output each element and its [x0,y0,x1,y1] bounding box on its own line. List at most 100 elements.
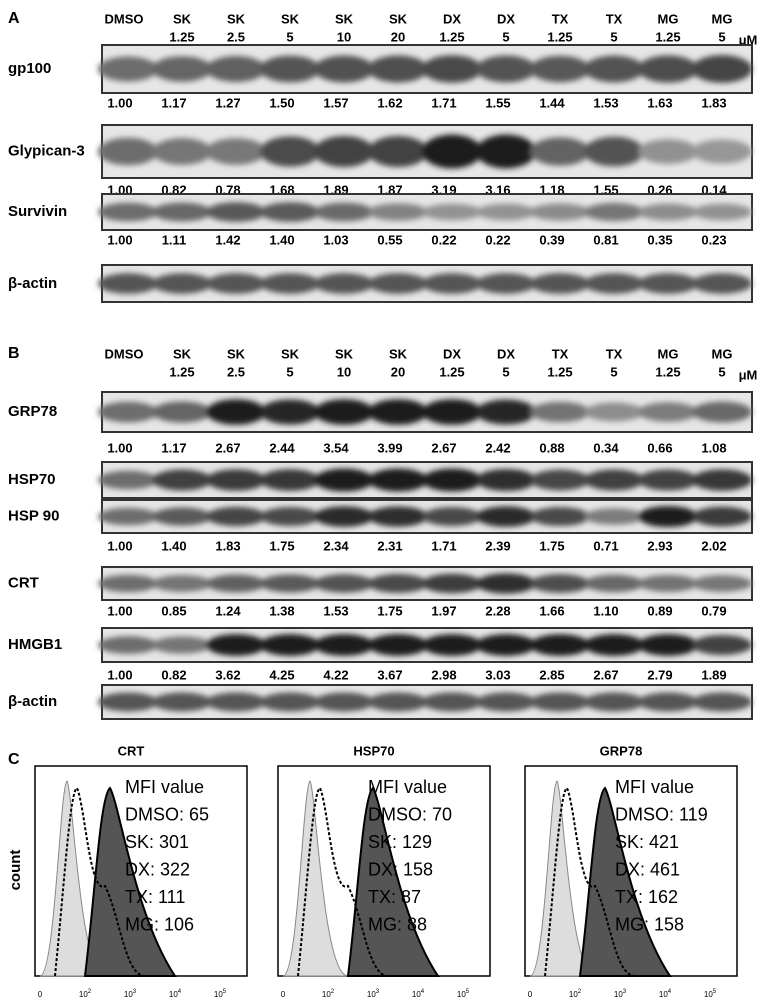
band-ratio: 1.53 [593,95,618,110]
band [530,203,590,221]
plot-title: HSP70 [353,743,394,758]
mfi-text: MG: 88 [368,914,427,934]
band [638,505,698,528]
row-label: HSP70 [8,471,56,488]
band [422,573,482,594]
lane-header: SK [173,11,192,26]
band [98,574,158,593]
tick-base: 10 [367,990,376,999]
tick-base: 0 [38,990,43,999]
tick-base: 0 [281,990,286,999]
band [422,634,482,656]
bands [98,692,752,712]
band [368,634,428,656]
band [206,56,266,82]
tick-base: 0 [528,990,533,999]
lane-header: 5 [502,29,509,44]
band-ratio: 1.71 [431,95,456,110]
lane-header: 5 [718,364,725,379]
row-label: Glypican-3 [8,142,85,159]
tick-exponent: 5 [223,989,227,995]
row-label: HSP 90 [8,507,59,524]
band-ratio: 4.25 [269,667,294,682]
mfi-text: SK: 301 [125,832,189,852]
lane-header: MG [658,11,679,26]
plot-title: GRP78 [600,743,643,758]
bands [98,202,752,222]
band [422,468,482,492]
row-label: gp100 [8,60,51,77]
lane-header: 1.25 [655,29,680,44]
band-ratio: 0.34 [593,440,619,455]
band [206,273,266,294]
band-ratio: 0.39 [539,232,564,247]
x-tick-label: 104 [659,989,672,1000]
band [422,273,482,294]
band-ratio: 2.67 [215,440,240,455]
band-ratio: 1.83 [701,95,726,110]
band [692,506,752,527]
bands [98,134,752,169]
band [314,574,374,593]
band-ratio: 1.75 [269,538,294,553]
tick-base: 10 [214,990,223,999]
band [98,692,158,712]
band [260,692,320,712]
x-tick-label: 0 [281,990,286,999]
tick-base: 10 [124,990,133,999]
unit: μM [739,367,758,382]
band [98,401,158,423]
band-ratio: 1.24 [215,603,241,618]
band [476,468,536,492]
tick-base: 10 [322,990,331,999]
row-label: β-actin [8,693,57,710]
band-ratio: 2.42 [485,440,510,455]
mfi-text: TX: 111 [125,887,185,907]
band [98,137,158,166]
band [368,573,428,594]
band-ratio: 1.89 [701,667,726,682]
band [422,692,482,712]
lane-header: 1.25 [547,29,572,44]
lane-header: SK [173,346,192,361]
band [314,202,374,222]
panel-label: B [8,345,20,362]
band-ratio: 1.63 [647,95,672,110]
band [314,692,374,712]
band [368,692,428,712]
tick-exponent: 5 [713,989,717,995]
band [638,203,698,221]
lane-header: TX [552,346,569,361]
band [152,273,212,294]
band-ratio: 3.99 [377,440,402,455]
lane-header: 2.5 [227,364,245,379]
tick-base: 10 [614,990,623,999]
band [692,635,752,655]
lane-header: 5 [286,29,293,44]
band [314,468,374,492]
band [206,469,266,491]
band [692,575,752,592]
mfi-text: MFI value [125,777,204,797]
lane-header: TX [606,11,623,26]
band-ratio: 1.00 [107,440,132,455]
band [692,139,752,164]
row-label: HMGB1 [8,636,62,653]
band [584,202,644,222]
band [260,55,320,83]
band [638,692,698,712]
lane-header: DMSO [105,11,144,26]
band [260,469,320,491]
band [314,506,374,527]
band [98,507,158,526]
band [206,634,266,656]
band [98,470,158,490]
x-tick-label: 102 [569,989,582,1000]
band [260,202,320,222]
band [692,55,752,83]
band [368,506,428,527]
x-tick-label: 105 [704,989,717,1000]
band-ratio: 0.35 [647,232,672,247]
band [584,55,644,83]
